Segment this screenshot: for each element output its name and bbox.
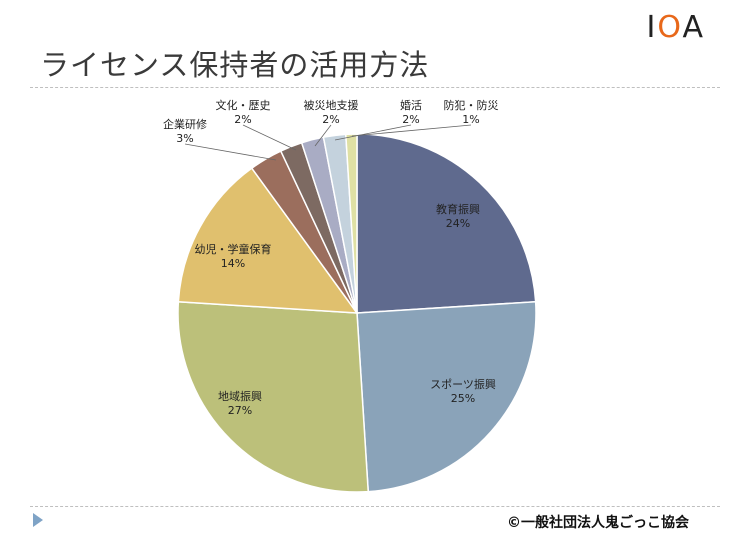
slice-percent-label: 25% [451, 392, 475, 405]
ioa-logo: IOA [647, 10, 705, 45]
copyright-text: ©一般社団法人鬼ごっこ協会 [507, 515, 689, 531]
slice-label: 企業研修 [163, 117, 207, 131]
pie-slice-2 [356, 300, 537, 493]
title-divider [30, 87, 720, 88]
footer-divider [30, 506, 720, 507]
slice-label: 文化・歴史 [216, 98, 271, 112]
logo-letter-a: A [682, 10, 705, 45]
slice-label: 防犯・防災 [444, 98, 499, 112]
leader-line-6 [242, 124, 297, 151]
slice-percent-label: 27% [228, 404, 252, 417]
slice-label: 地域振興 [218, 389, 262, 403]
pie-slice-4 [177, 167, 359, 314]
logo-letter-o: O [657, 10, 683, 45]
page-title: ライセンス保持者の活用方法 [40, 48, 430, 82]
pie-slices [177, 133, 537, 493]
slice-label: 幼児・学童保育 [195, 242, 272, 256]
slice-percent-label: 1% [462, 113, 479, 126]
slice-label: 被災地支援 [304, 98, 359, 112]
slice-percent-label: 14% [221, 257, 245, 270]
slice-percent-label: 3% [176, 132, 193, 145]
label-leader-lines [184, 124, 472, 161]
slice-percent-label: 24% [446, 217, 470, 230]
slice-percent-label: 2% [322, 113, 339, 126]
slice-percent-label: 2% [402, 113, 419, 126]
slice-label: 教育振興 [436, 202, 480, 216]
pie-slice-3 [177, 300, 370, 493]
slice-percent-label: 2% [234, 113, 251, 126]
leader-line-5 [184, 143, 277, 161]
leader-line-9 [351, 124, 472, 137]
slice-label: 婚活 [400, 98, 422, 112]
logo-letter-i: I [646, 10, 658, 45]
leader-line-8 [334, 124, 412, 141]
slice-label: スポーツ振興 [430, 377, 496, 391]
next-slide-arrow-icon[interactable] [33, 513, 43, 527]
leader-line-7 [314, 124, 332, 147]
pie-slice-1 [356, 133, 537, 314]
pie-slice-9 [344, 133, 358, 314]
